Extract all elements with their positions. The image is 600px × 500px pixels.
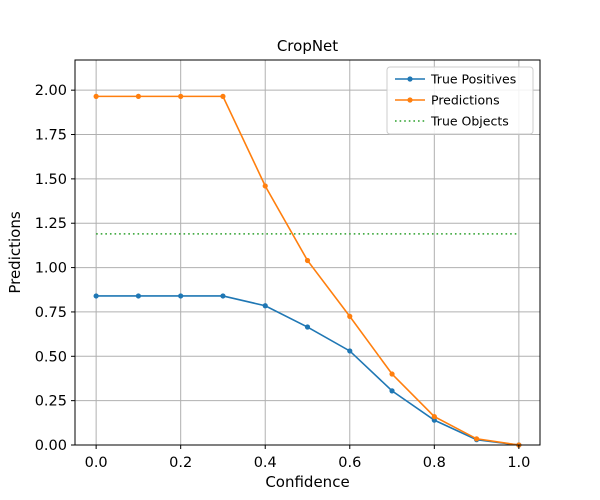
x-axis-label: Confidence [265,473,349,491]
series-0-point [178,293,184,299]
series-1-point [473,436,480,442]
y-tick-label: 1.00 [35,261,67,277]
legend-label-1: Predictions [431,93,500,108]
series-1-point [93,93,99,99]
y-tick-label: 1.75 [35,128,67,144]
series-0-point [220,293,226,299]
y-tick-label: 1.25 [35,216,67,232]
x-tick-label: 0.6 [338,455,361,471]
y-tick-label: 1.50 [35,172,67,188]
series-1-point [178,93,184,99]
grid-lines [75,60,540,446]
series-0-point [93,293,99,299]
x-axis: 0.0 0.2 0.4 0.6 0.8 1.0 [85,445,530,471]
x-tick-label: 0.2 [169,455,192,471]
y-tick-label: 2.00 [35,83,67,99]
legend-label-2: True Objects [430,114,509,129]
y-tick-label: 0.25 [35,394,67,410]
series-1-point [135,93,142,99]
x-tick-label: 0.8 [423,455,446,471]
x-tick-label: 1.0 [507,455,530,471]
series-0-point [347,348,353,354]
y-axis-label: Predictions [6,211,24,294]
legend-marker-1 [407,97,413,103]
series-layer [93,93,522,448]
y-tick-label: 0.50 [35,349,67,365]
series-1-point [347,313,353,319]
legend-label-0: True Positives [430,72,516,87]
y-tick-label: 0.75 [35,305,67,321]
y-axis: 0.00 0.25 0.50 0.75 1.00 1.25 1.50 1.75 2.00 [35,83,75,454]
legend-box [386,66,534,135]
series-0-point [389,388,395,394]
series-1-point [304,257,311,264]
y-tick-label: 0.00 [35,438,67,454]
x-tick-label: 0.0 [85,455,108,471]
series-0-point [262,303,268,309]
legend: True Positives Predictions True Objects [386,66,534,135]
x-tick-label: 0.4 [254,455,277,471]
series-0-point [304,324,311,330]
series-1-point [220,93,226,99]
series-0-point [135,293,142,299]
series-1-point [262,183,268,189]
series-1-point [389,371,395,377]
series-1-point [431,414,437,420]
plot-frame [74,59,541,446]
chart-title: CropNet [277,37,338,55]
legend-marker-0 [407,76,413,82]
